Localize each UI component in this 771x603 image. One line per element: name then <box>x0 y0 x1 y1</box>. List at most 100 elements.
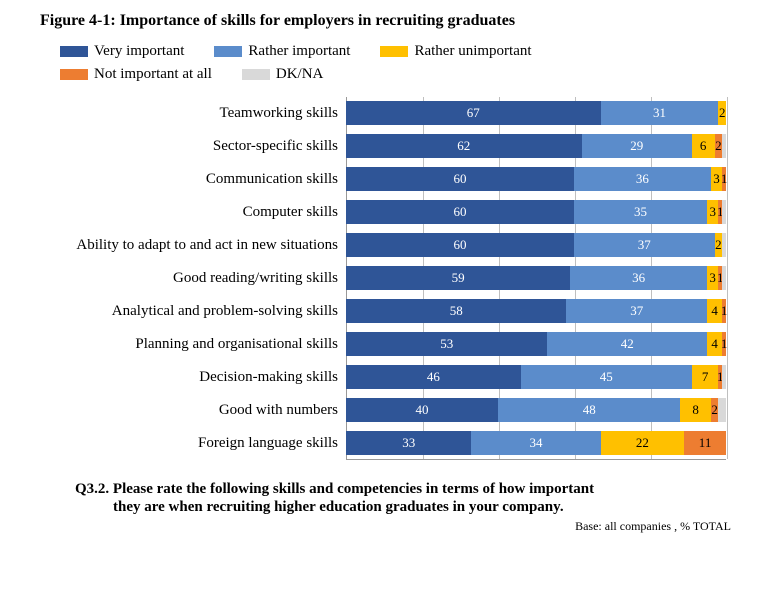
bar-segment-dkna <box>722 266 726 290</box>
legend-label: Not important at all <box>94 63 212 86</box>
bar-track: 593631 <box>346 266 726 290</box>
bar-segment-not: 2 <box>715 134 723 158</box>
bar-segment-r_un: 2 <box>718 101 726 125</box>
chart-row: Communication skills603631 <box>50 163 741 196</box>
bar-track: 603531 <box>346 200 726 224</box>
grid-line <box>727 97 728 459</box>
bar-track: 40 48 82 <box>346 398 726 422</box>
row-label: Ability to adapt to and act in new situa… <box>50 237 346 254</box>
bar-value-label: 2 <box>711 402 718 418</box>
bar-segment-very: 67 <box>346 101 601 125</box>
bar-segment-not: 1 <box>722 332 726 356</box>
bar-segment-r_un: 3 <box>707 266 718 290</box>
chart-row: Decision-making skills464571 <box>50 361 741 394</box>
bar-value-label: 3 <box>709 270 716 286</box>
bar-value-label: 36 <box>632 270 645 286</box>
bar-segment-very: 62 <box>346 134 582 158</box>
bar-value-label: 11 <box>699 435 712 451</box>
bar-segment-rather: 48 <box>498 398 680 422</box>
bar-segment-very: 60 <box>346 200 574 224</box>
bar-segment-r_un: 8 <box>680 398 710 422</box>
chart-row: Foreign language skills 33 34 22 11 <box>50 427 741 460</box>
bar-value-label: 37 <box>630 303 643 319</box>
chart-row: Good with numbers 40 48 82 <box>50 394 741 427</box>
bar-value-label: 45 <box>600 369 613 385</box>
bar-segment-r_un: 4 <box>707 332 722 356</box>
chart-row: Good reading/writing skills593631 <box>50 262 741 295</box>
bar-segment-r_un: 4 <box>707 299 722 323</box>
figure-title: Figure 4-1: Importance of skills for emp… <box>40 12 741 30</box>
chart-row: Sector-specific skills622962 <box>50 130 741 163</box>
bar-segment-rather: 36 <box>570 266 707 290</box>
bar-value-label: 60 <box>454 204 467 220</box>
bar-value-label: 42 <box>621 336 634 352</box>
bar-track: 67 31 2 <box>346 101 726 125</box>
row-label: Good with numbers <box>50 402 346 419</box>
bar-value-label: 35 <box>634 204 647 220</box>
bar-value-label: 60 <box>454 171 467 187</box>
bar-value-label: 2 <box>719 105 726 121</box>
chart-row: Analytical and problem-solving skills583… <box>50 295 741 328</box>
bar-segment-rather: 42 <box>547 332 707 356</box>
bar-segment-dkna <box>722 134 726 158</box>
bar-value-label: 62 <box>457 138 470 154</box>
row-label: Planning and organisational skills <box>50 336 346 353</box>
bar-segment-not: 1 <box>722 299 726 323</box>
legend-swatch <box>60 46 88 57</box>
bar-segment-rather: 45 <box>521 365 692 389</box>
bar-segment-dkna <box>718 398 726 422</box>
bar-track: 62 29 62 <box>346 134 726 158</box>
legend-swatch <box>60 69 88 80</box>
legend-item: DK/NA <box>242 63 324 86</box>
bar-value-label: 40 <box>416 402 429 418</box>
bar-segment-very: 59 <box>346 266 570 290</box>
bar-value-label: 2 <box>715 138 722 154</box>
bar-value-label: 29 <box>630 138 643 154</box>
legend-label: Very important <box>94 40 184 63</box>
bar-value-label: 3 <box>709 204 716 220</box>
bar-value-label: 6 <box>700 138 707 154</box>
bar-segment-very: 60 <box>346 167 574 191</box>
row-label: Teamworking skills <box>50 105 346 122</box>
bar-segment-rather: 35 <box>574 200 707 224</box>
bar-segment-not: 11 <box>684 431 726 455</box>
bar-segment-very: 40 <box>346 398 498 422</box>
question-line-2: they are when recruiting higher educatio… <box>75 498 741 517</box>
bar-value-label: 8 <box>692 402 699 418</box>
bar-value-label: 46 <box>427 369 440 385</box>
bar-value-label: 48 <box>583 402 596 418</box>
bar-value-label: 4 <box>711 336 718 352</box>
chart-row: Computer skills603531 <box>50 196 741 229</box>
bar-value-label: 22 <box>636 435 649 451</box>
question-text: Q3.2. Please rate the following skills a… <box>75 480 741 518</box>
bar-segment-very: 53 <box>346 332 547 356</box>
bar-value-label: 67 <box>467 105 480 121</box>
base-text: Base: all companies , % TOTAL <box>75 519 741 534</box>
legend-swatch <box>242 69 270 80</box>
bar-value-label: 4 <box>711 303 718 319</box>
bar-segment-r_un: 3 <box>711 167 722 191</box>
bar-value-label: 37 <box>638 237 651 253</box>
bar-track: 60 37 2 <box>346 233 726 257</box>
bar-segment-very: 58 <box>346 299 566 323</box>
bar-segment-dkna <box>722 233 726 257</box>
bar-segment-rather: 34 <box>471 431 600 455</box>
bar-value-label: 31 <box>653 105 666 121</box>
bar-segment-not: 2 <box>711 398 719 422</box>
bar-value-label: 2 <box>715 237 722 253</box>
bar-track: 603631 <box>346 167 726 191</box>
bar-value-label: 33 <box>402 435 415 451</box>
bar-segment-rather: 29 <box>582 134 692 158</box>
row-label: Foreign language skills <box>50 435 346 452</box>
bar-segment-rather: 31 <box>601 101 719 125</box>
bar-track: 53 42 41 <box>346 332 726 356</box>
row-label: Communication skills <box>50 171 346 188</box>
bar-value-label: 60 <box>454 237 467 253</box>
bar-value-label: 58 <box>450 303 463 319</box>
bar-segment-r_un: 22 <box>601 431 685 455</box>
bar-value-label: 7 <box>702 369 709 385</box>
legend-label: Rather important <box>248 40 350 63</box>
bar-segment-rather: 37 <box>574 233 715 257</box>
legend-item: Very important <box>60 40 184 63</box>
bar-track: 33 34 22 11 <box>346 431 726 455</box>
